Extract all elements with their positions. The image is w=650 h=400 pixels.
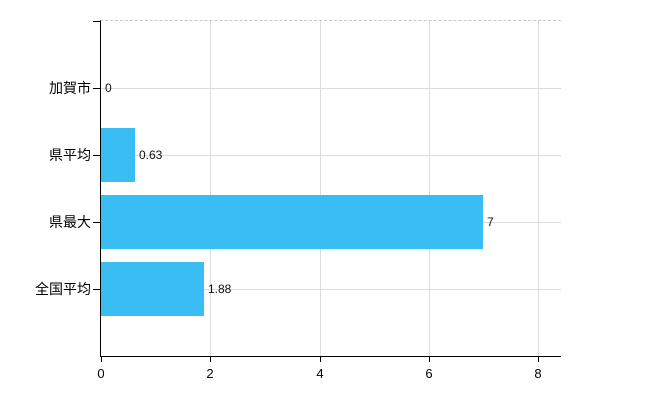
- vertical-gridline: [429, 21, 430, 356]
- value-label: 7: [487, 215, 494, 229]
- x-axis-tick: [210, 357, 211, 362]
- x-axis-tick: [101, 357, 102, 362]
- y-axis-tick: [93, 88, 101, 89]
- category-label: 加賀市: [49, 80, 91, 96]
- x-tick-label: 8: [534, 366, 542, 381]
- y-axis-end-tick: [93, 21, 101, 22]
- vertical-gridline: [210, 21, 211, 356]
- value-label: 0.63: [139, 148, 163, 162]
- bar: [101, 195, 483, 249]
- plot-area: 0 2 4 6 8 加賀市 0 県平均 0.63 県最大 7 全国平均 1.88: [35, 20, 561, 381]
- horizontal-gridline: [101, 289, 561, 290]
- vertical-gridline: [538, 21, 539, 356]
- category-label: 全国平均: [35, 281, 91, 297]
- y-axis-tick: [93, 155, 101, 156]
- y-axis-tick: [93, 289, 101, 290]
- x-axis-tick: [320, 357, 321, 362]
- x-tick-label: 2: [206, 366, 214, 381]
- bar: [101, 262, 204, 316]
- y-axis-tick: [93, 222, 101, 223]
- horizontal-gridline: [101, 155, 561, 156]
- value-label: 0: [105, 81, 112, 95]
- category-label: 県平均: [49, 147, 91, 163]
- value-label: 1.88: [208, 282, 232, 296]
- category-label: 県最大: [49, 214, 91, 230]
- x-tick-label: 6: [425, 366, 433, 381]
- horizontal-gridline: [101, 88, 561, 89]
- x-axis-tick: [429, 357, 430, 362]
- x-tick-label: 0: [97, 366, 105, 381]
- x-tick-label: 4: [316, 366, 324, 381]
- vertical-gridline: [320, 21, 321, 356]
- x-axis-tick: [538, 357, 539, 362]
- bar: [101, 128, 135, 182]
